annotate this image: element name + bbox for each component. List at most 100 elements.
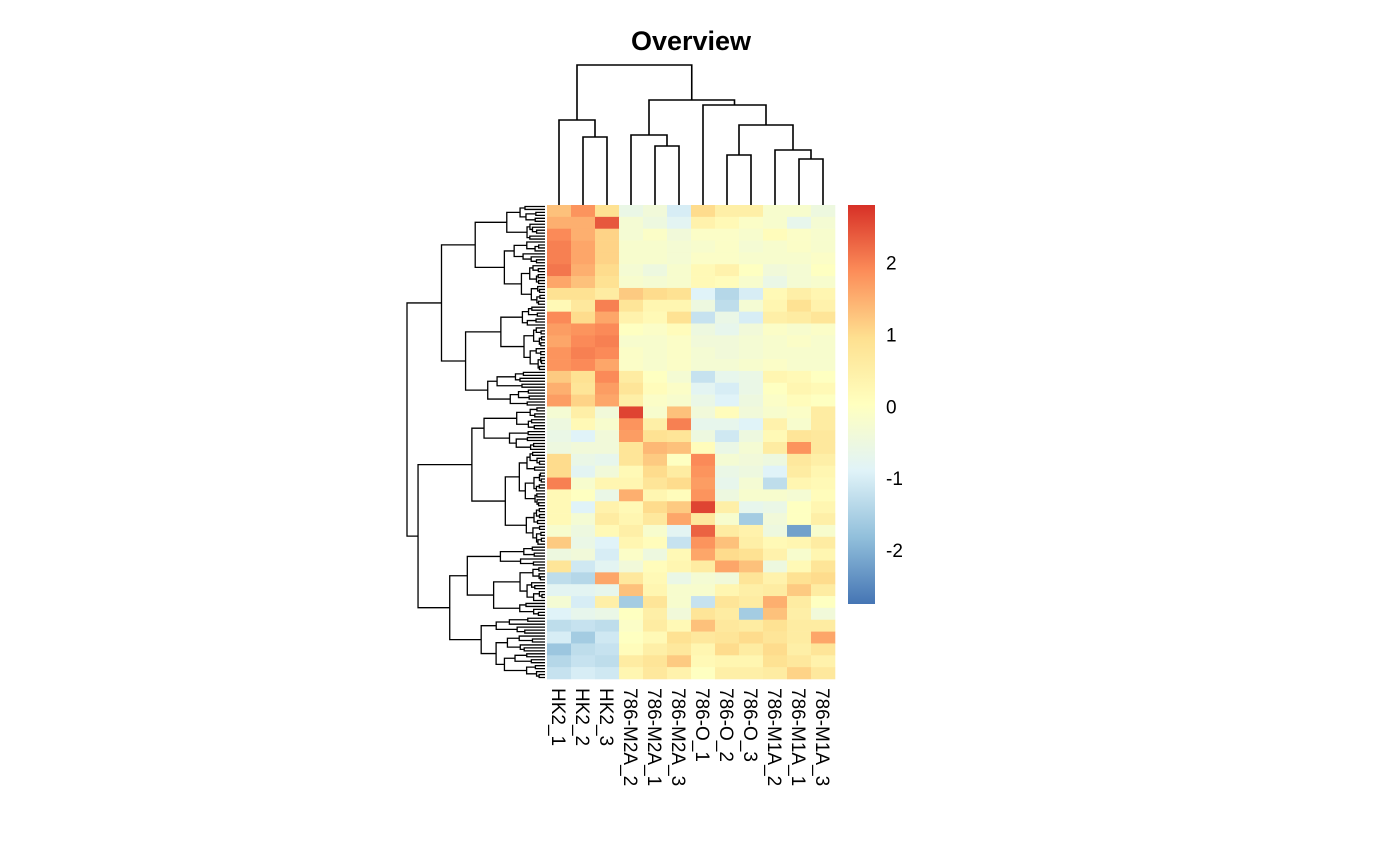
heatmap-cell xyxy=(715,287,740,301)
dendrogram-branch xyxy=(535,327,545,334)
heatmap-cell xyxy=(811,667,836,680)
heatmap-cell xyxy=(571,655,596,668)
dendrogram-branch xyxy=(530,582,545,588)
heatmap-cell xyxy=(619,323,644,336)
heatmap-cell xyxy=(571,465,596,478)
heatmap-cell xyxy=(739,501,764,514)
dendrogram-branch xyxy=(538,525,545,531)
heatmap-cell xyxy=(811,299,836,312)
heatmap-cell xyxy=(667,311,692,324)
heatmap-cell xyxy=(571,264,596,277)
dendrogram-branch xyxy=(529,350,539,365)
dendrogram-branch xyxy=(519,558,545,565)
heatmap-cell xyxy=(763,524,788,538)
dendrogram-branch xyxy=(535,229,545,234)
heatmap-cell xyxy=(715,596,740,609)
dendrogram-branch xyxy=(529,223,545,231)
heatmap-cell xyxy=(739,465,764,478)
heatmap-cell xyxy=(787,430,812,443)
heatmap-cell xyxy=(691,347,716,360)
heatmap-cell xyxy=(667,619,692,632)
heatmap-cell xyxy=(691,430,716,443)
heatmap-cell xyxy=(715,667,740,680)
heatmap-cell xyxy=(571,513,596,526)
dendrogram-branch xyxy=(517,390,530,399)
heatmap-cell xyxy=(691,607,716,621)
heatmap-cell xyxy=(571,596,596,609)
dendrogram-branch xyxy=(535,259,545,264)
dendrogram-branch xyxy=(466,555,501,596)
heatmap-cell xyxy=(763,501,788,514)
heatmap-cell xyxy=(691,299,716,312)
heatmap-cell xyxy=(595,631,620,644)
dendrogram-branch xyxy=(529,235,545,240)
heatmap-cell xyxy=(595,287,620,301)
heatmap-cell xyxy=(763,430,788,443)
heatmap-cell xyxy=(667,359,692,372)
heatmap-cell xyxy=(787,228,812,241)
heatmap-cell xyxy=(763,311,788,324)
dendrogram-branch xyxy=(471,427,506,502)
heatmap-cell xyxy=(763,418,788,431)
dendrogram-branch xyxy=(540,356,545,363)
dendrogram-branch xyxy=(526,653,545,658)
heatmap-cell xyxy=(715,323,740,336)
column-label: 786-O_3 xyxy=(739,688,760,762)
heatmap-cell xyxy=(619,643,644,656)
heatmap-cell xyxy=(691,465,716,478)
legend-tick-label: 0 xyxy=(886,397,897,418)
heatmap-cell xyxy=(691,418,716,431)
heatmap-cell xyxy=(547,596,572,609)
heatmap-cell xyxy=(691,489,716,502)
dendrogram-branch xyxy=(540,342,545,347)
heatmap-cell xyxy=(667,465,692,478)
heatmap-cell xyxy=(787,205,812,218)
heatmap-cell xyxy=(763,370,788,384)
heatmap-cell xyxy=(715,477,740,490)
heatmap-cell xyxy=(619,631,644,644)
heatmap-cell xyxy=(547,501,572,514)
heatmap-cell xyxy=(739,311,764,324)
heatmap-cell xyxy=(691,536,716,549)
column-label: 786-M2A_2 xyxy=(619,688,640,786)
heatmap-cell xyxy=(643,655,668,668)
dendrogram-branch xyxy=(535,348,545,354)
heatmap-cell xyxy=(643,477,668,490)
heatmap-cell xyxy=(643,584,668,597)
heatmap-cell xyxy=(811,382,836,395)
dendrogram-branch xyxy=(582,136,608,205)
dendrogram-branch xyxy=(537,268,545,273)
heatmap-cell xyxy=(763,453,788,466)
heatmap-cell xyxy=(547,536,572,549)
dendrogram-branch xyxy=(533,466,545,471)
heatmap-cell xyxy=(715,442,740,455)
dendrogram-branch xyxy=(538,573,545,579)
heatmap-cell xyxy=(667,596,692,609)
dendrogram-branch xyxy=(538,673,545,679)
heatmap-cell xyxy=(547,453,572,466)
dendrogram-branch xyxy=(527,389,545,394)
heatmap-cell xyxy=(547,667,572,680)
dendrogram-branch xyxy=(526,436,545,442)
heatmap-cell xyxy=(571,548,596,561)
legend-tick-label: 2 xyxy=(886,254,897,275)
heatmap-cell xyxy=(571,572,596,585)
heatmap-cell xyxy=(547,513,572,526)
column-label: 786-O_1 xyxy=(691,688,712,762)
heatmap-cell xyxy=(667,442,692,455)
heatmap-cell xyxy=(691,311,716,324)
heatmap-cell xyxy=(763,489,788,502)
heatmap-cell xyxy=(619,287,644,301)
heatmap-cell xyxy=(763,548,788,561)
heatmap-cell xyxy=(619,311,644,324)
dendrogram-branch xyxy=(464,331,501,391)
heatmap-cell xyxy=(595,453,620,466)
heatmap-cell xyxy=(643,572,668,585)
dendrogram-branch xyxy=(499,550,524,562)
heatmap-cell xyxy=(595,667,620,680)
heatmap-cell xyxy=(667,382,692,395)
heatmap-cell xyxy=(811,418,836,431)
heatmap-cell xyxy=(547,323,572,336)
heatmap-cell xyxy=(619,240,644,253)
heatmap-cell xyxy=(787,406,812,419)
